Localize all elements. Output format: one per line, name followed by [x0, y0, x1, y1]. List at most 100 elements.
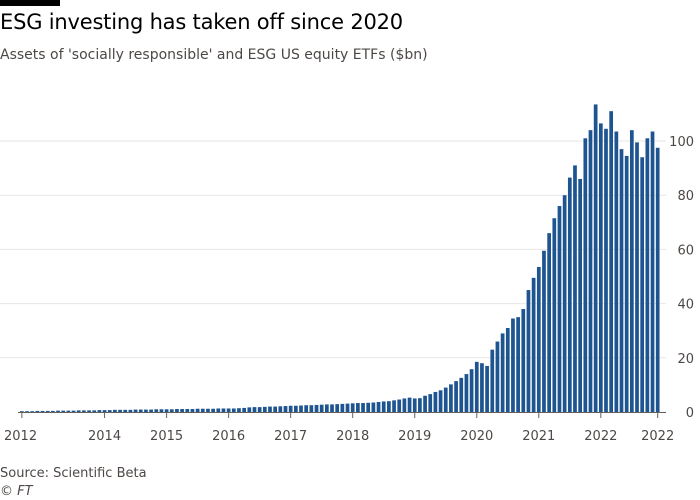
bar — [169, 409, 174, 412]
bar — [392, 400, 396, 412]
bar — [624, 155, 629, 412]
bar — [335, 404, 340, 412]
bar — [273, 406, 278, 412]
bar — [449, 384, 453, 412]
bar — [423, 395, 427, 412]
bar — [557, 206, 562, 412]
bar — [118, 409, 122, 412]
bar — [495, 341, 500, 412]
bar — [195, 408, 200, 412]
bar — [45, 410, 50, 412]
bar — [107, 410, 112, 412]
bar — [304, 405, 309, 412]
bar — [650, 131, 655, 412]
bar — [293, 405, 298, 412]
bar — [190, 409, 195, 412]
bar — [138, 409, 143, 412]
bar — [159, 409, 164, 412]
bar — [614, 131, 619, 412]
bar — [216, 408, 221, 412]
bar — [247, 407, 252, 412]
bar — [438, 390, 443, 412]
bar — [211, 408, 215, 412]
x-tick-label: 2021 — [522, 429, 555, 444]
bar — [511, 318, 515, 412]
bar — [200, 408, 205, 412]
bar-chart: 0 20 40 60 80 100 2012 2014 2015 2016 2017 2018 2019… — [0, 104, 694, 444]
bar — [299, 405, 303, 412]
x-tick-label: 2014 — [88, 429, 121, 444]
bar — [185, 409, 190, 412]
x-tick-label: 2016 — [212, 429, 245, 444]
bar — [123, 409, 128, 412]
bar — [133, 409, 138, 412]
bar — [206, 408, 210, 412]
y-tick-label: 60 — [677, 243, 694, 258]
bar — [573, 165, 577, 412]
bar — [547, 233, 551, 412]
bar — [71, 410, 76, 412]
bar — [144, 409, 148, 412]
bar — [562, 195, 567, 412]
x-tick-label: 2012 — [4, 429, 37, 444]
bar — [443, 387, 448, 412]
bar — [288, 405, 293, 412]
bar — [593, 104, 598, 412]
bar — [598, 123, 603, 412]
bar — [102, 410, 107, 412]
bar — [542, 250, 546, 412]
bar — [268, 406, 272, 412]
x-tick-label: 2018 — [336, 429, 369, 444]
bar — [350, 403, 355, 412]
bar — [87, 410, 91, 412]
bar — [474, 361, 479, 412]
bar — [516, 317, 520, 412]
bar — [521, 309, 526, 412]
bar — [35, 410, 40, 412]
bar — [278, 406, 283, 412]
bar — [226, 408, 231, 412]
bar — [51, 410, 55, 412]
bar — [500, 333, 505, 412]
bar — [180, 409, 184, 412]
bar — [567, 177, 572, 412]
bar — [319, 404, 324, 412]
bar — [376, 401, 381, 412]
bar — [619, 149, 624, 412]
bar — [381, 401, 386, 412]
y-tick-label: 40 — [677, 298, 694, 313]
bar — [262, 406, 267, 412]
bar — [97, 410, 102, 412]
x-tick-label: 2020 — [460, 429, 493, 444]
bar — [366, 402, 371, 412]
bar — [588, 130, 593, 412]
bar — [387, 401, 391, 412]
bar — [635, 142, 639, 413]
bar — [154, 409, 159, 412]
x-tick-label: 2017 — [274, 429, 307, 444]
bar — [402, 398, 407, 412]
bar — [237, 408, 241, 412]
bar — [490, 349, 495, 412]
bar — [609, 111, 614, 412]
bar — [82, 410, 86, 412]
bar — [361, 403, 365, 412]
bar — [552, 218, 557, 412]
x-tick-label: 2019 — [398, 429, 431, 444]
bar — [397, 399, 402, 412]
bar — [20, 411, 24, 412]
bar — [433, 391, 438, 412]
bar — [578, 178, 583, 412]
bar — [459, 377, 464, 412]
bar — [480, 363, 484, 412]
bar — [25, 411, 29, 412]
bar — [257, 407, 262, 412]
chart-subtitle: Assets of 'socially responsible' and ESG… — [0, 47, 428, 63]
chart-title: ESG investing has taken off since 2020 — [0, 10, 403, 34]
bar — [309, 405, 314, 412]
bar — [454, 381, 458, 412]
bar — [92, 410, 97, 412]
bar — [340, 403, 345, 412]
bar — [113, 409, 117, 412]
bar — [469, 369, 474, 412]
